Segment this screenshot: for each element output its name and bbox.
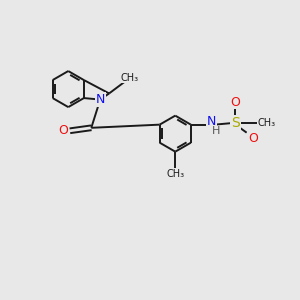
Text: CH₃: CH₃	[258, 118, 276, 128]
Text: S: S	[231, 116, 240, 130]
Text: N: N	[207, 115, 217, 128]
Text: O: O	[58, 124, 68, 137]
Text: CH₃: CH₃	[166, 169, 184, 179]
Text: O: O	[230, 96, 240, 109]
Text: O: O	[248, 132, 258, 145]
Text: N: N	[95, 93, 105, 106]
Text: CH₃: CH₃	[120, 73, 138, 83]
Text: H: H	[212, 126, 220, 136]
